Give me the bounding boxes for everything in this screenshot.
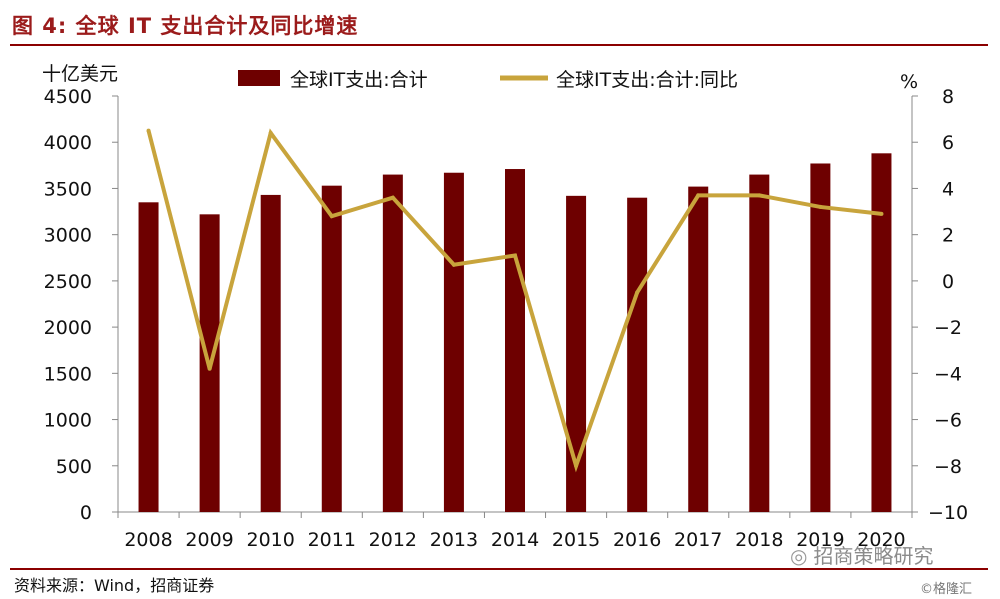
bar: [321, 185, 342, 512]
y-right-tick-label: 8: [942, 86, 954, 108]
x-tick-label: 2018: [735, 529, 783, 551]
y-right-tick-label: −4: [934, 363, 962, 385]
bar: [810, 163, 831, 512]
bar-series: [138, 153, 892, 513]
line-series: [146, 128, 884, 473]
chart: 0 500 1000 1500 2000 2500 3000 3500 4000 4500 −10 −…: [42, 63, 968, 551]
watermark-text: 招商策略研究: [813, 544, 934, 568]
line-point: [390, 195, 395, 200]
y-left-tick-label: 3000: [44, 225, 92, 247]
legend-label-line: 全球IT支出:合计:同比: [556, 69, 738, 91]
x-tick-label: 2017: [674, 529, 722, 551]
bar: [566, 195, 587, 512]
y-right-tick-label: 4: [942, 178, 954, 200]
line-point: [207, 366, 212, 371]
y-right-tick-label: 6: [942, 132, 954, 154]
y-left-tick-label: 1500: [44, 363, 92, 385]
wechat-icon: ◎: [790, 544, 808, 568]
x-tick-label: 2016: [613, 529, 661, 551]
y-left-tick-label: 4500: [44, 86, 92, 108]
x-tick-label: 2012: [369, 529, 417, 551]
legend-swatch-bar: [238, 70, 280, 86]
watermark-corner: ©格隆汇: [920, 582, 973, 597]
chart-axes: 0 500 1000 1500 2000 2500 3000 3500 4000 4500 −10 −…: [44, 86, 968, 551]
line-point: [574, 463, 579, 468]
x-tick-label: 2010: [247, 529, 295, 551]
line-point: [513, 253, 517, 258]
footer-divider: [10, 568, 988, 570]
line-point: [879, 211, 884, 216]
x-tick-label: 2020: [857, 529, 905, 551]
line-point: [696, 193, 701, 198]
y-right-tick-label: −8: [934, 456, 962, 478]
line-point: [146, 128, 151, 133]
y-left-tick-label: 0: [80, 502, 92, 524]
source-note: 资料来源：Wind，招商证券: [14, 576, 215, 595]
line-point: [329, 214, 334, 219]
x-tick-label: 2013: [430, 529, 478, 551]
y-left-tick-label: 3500: [44, 178, 92, 200]
y-right-tick-label: 0: [942, 271, 954, 293]
y-left-tick-label: 4000: [44, 132, 92, 154]
x-tick-label: 2009: [185, 529, 233, 551]
bar: [688, 186, 709, 512]
y-right-tick-label: 2: [942, 225, 954, 247]
line-point: [451, 262, 456, 267]
x-tick-label: 2015: [552, 529, 600, 551]
bar: [443, 172, 464, 512]
bar: [382, 174, 403, 513]
y-axis-right-unit: %: [900, 71, 918, 93]
line-point: [635, 290, 640, 295]
legend: 全球IT支出:合计 全球IT支出:合计:同比: [238, 69, 738, 91]
x-tick-label: 2019: [796, 529, 844, 551]
line-point: [757, 193, 762, 198]
y-right-tick-label: −6: [934, 410, 962, 432]
y-right-tick-label: −10: [928, 502, 968, 524]
watermark: ◎ 招商策略研究: [790, 540, 933, 569]
bar: [138, 202, 159, 513]
y-left-tick-label: 2000: [44, 317, 92, 339]
legend-label-bar: 全球IT支出:合计: [290, 69, 428, 91]
y-right-tick-label: −2: [934, 317, 962, 339]
x-tick-label: 2011: [308, 529, 356, 551]
y-left-tick-label: 1000: [44, 410, 92, 432]
x-tick-label: 2008: [124, 529, 172, 551]
line-point: [818, 204, 823, 209]
bar: [505, 169, 525, 512]
y-left-tick-label: 500: [56, 456, 92, 478]
bar: [260, 194, 281, 512]
line-point: [268, 130, 273, 135]
title-divider: [10, 44, 988, 46]
y-left-tick-label: 2500: [44, 271, 92, 293]
figure-title: 图 4: 全球 IT 支出合计及同比增速: [12, 14, 359, 38]
bar: [749, 174, 770, 513]
bar: [871, 153, 892, 512]
y-axis-left-unit: 十亿美元: [42, 63, 118, 85]
x-tick-label: 2014: [491, 529, 539, 551]
bar: [627, 197, 648, 512]
